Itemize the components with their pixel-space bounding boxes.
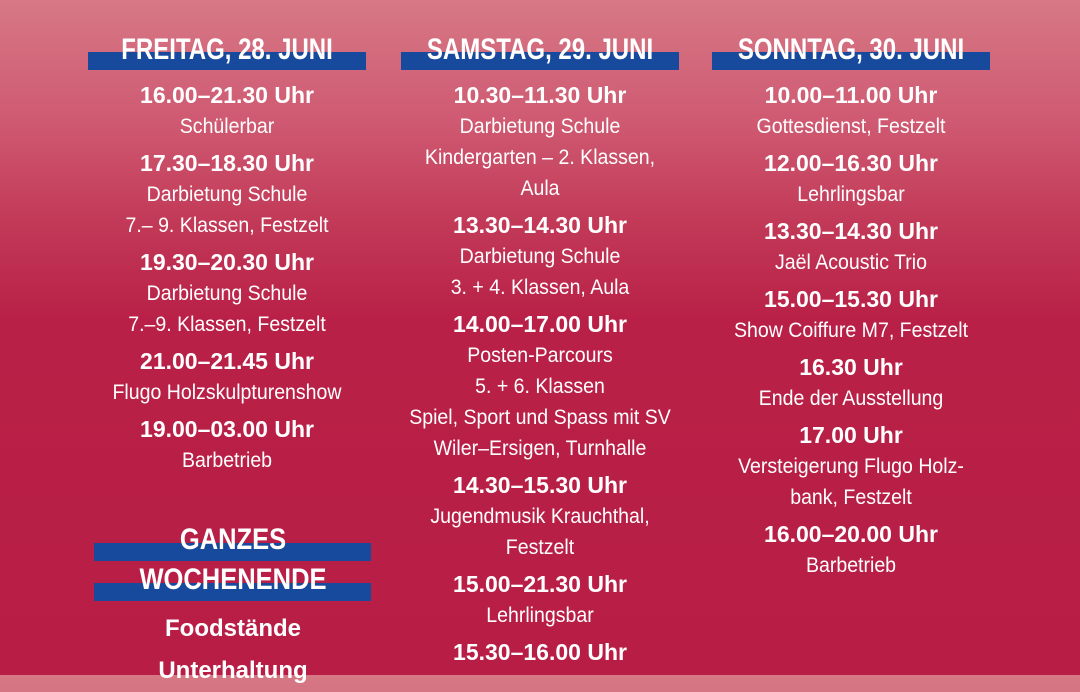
heading-bar [401, 52, 679, 70]
day-heading-block: SAMSTAG, 29. JUNI [380, 30, 700, 74]
schedule-entry: 17.00 Uhr Versteigerung Flugo Holz-bank, … [691, 420, 1011, 513]
schedule-entry: 15.00–21.30 Uhr Lehrlingsbar [380, 569, 700, 631]
schedule-entry: 10.00–11.00 Uhr Gottesdienst, Festzelt [691, 80, 1011, 142]
entry-time: 19.30–20.30 Uhr [140, 249, 314, 275]
day-heading-block: SONNTAG, 30. JUNI [691, 30, 1011, 74]
heading-bar [88, 52, 366, 70]
entry-time: 13.30–14.30 Uhr [764, 218, 938, 244]
entry-description: 5. + 6. Klassen [475, 375, 605, 398]
entry-description: Schülerbar [179, 115, 275, 138]
weekend-section: GANZES WOCHENENDE Foodstände Unterhaltun… [73, 520, 393, 692]
entry-time: 14.00–17.00 Uhr [453, 311, 627, 337]
heading-bar [94, 583, 371, 601]
schedule-entry: 15.00–15.30 Uhr Show Coiffure M7, Festzel… [691, 284, 1011, 346]
entry-description: Spiel, Sport und Spass mit SV [409, 406, 671, 429]
entry-description: Ende der Ausstellung [758, 387, 944, 410]
entry-description: Jugendmusik Krauchthal, [430, 505, 650, 528]
entry-description: bank, Festzelt [790, 486, 912, 509]
schedule-entry: 10.30–11.30 Uhr Darbietung Schule Kinderga… [380, 80, 700, 204]
entry-time: 10.30–11.30 Uhr [453, 82, 627, 108]
entry-time: 14.30–15.30 Uhr [453, 472, 627, 498]
schedule-entry: 16.00–21.30 Uhr Schülerbar [67, 80, 387, 142]
entry-description: Barbetrieb [181, 449, 273, 472]
entry-time: 21.00–21.45 Uhr [140, 348, 314, 374]
entry-description: Versteigerung Flugo Holz- [738, 455, 964, 478]
entry-time: 15.00–21.30 Uhr [453, 571, 627, 597]
entry-description: Show Coiffure M7, Festzelt [733, 319, 969, 342]
entry-description: Darbietung Schule [146, 183, 308, 206]
entry-time: 15.00–15.30 Uhr [764, 286, 938, 312]
schedule-entry: 21.00–21.45 Uhr Flugo Holzskulpturenshow [67, 346, 387, 408]
entry-time: 17.00 Uhr [799, 422, 903, 448]
entry-description: Lehrlingsbar [797, 183, 905, 206]
entry-time: 17.30–18.30 Uhr [140, 150, 314, 176]
schedule-entry: 12.00–16.30 Uhr Lehrlingsbar [691, 148, 1011, 210]
schedule-entry: 13.30–14.30 Uhr Jaël Acoustic Trio [691, 216, 1011, 278]
weekend-heading-line: GANZES [73, 520, 393, 561]
entry-description: Barbetrieb [805, 554, 897, 577]
schedule-entry: 17.30–18.30 Uhr Darbietung Schule 7.– 9. K… [67, 148, 387, 241]
entry-description: 3. + 4. Klassen, Aula [450, 276, 630, 299]
schedule-entry: 15.30–16.00 Uhr [380, 637, 700, 668]
entry-description: Gottesdienst, Festzelt [756, 115, 946, 138]
entry-description: 7.–9. Klassen, Festzelt [128, 313, 326, 336]
schedule-entry: 13.30–14.30 Uhr Darbietung Schule 3. + 4. … [380, 210, 700, 303]
entry-description: Festzelt [505, 536, 575, 559]
entry-description: Posten-Parcours [467, 344, 613, 367]
weekend-heading: GANZES [179, 523, 287, 556]
entry-description: Darbietung Schule [459, 115, 621, 138]
entry-description: Jaël Acoustic Trio [775, 251, 927, 274]
entry-time: 12.00–16.30 Uhr [764, 150, 938, 176]
entry-time: 16.00–21.30 Uhr [140, 82, 314, 108]
entry-time: 10.00–11.00 Uhr [764, 82, 938, 108]
schedule-entry: 16.30 Uhr Ende der Ausstellung [691, 352, 1011, 414]
day-column: SONNTAG, 30. JUNI 10.00–11.00 Uhr Gottesdi… [691, 30, 1011, 581]
entry-time: 16.30 Uhr [799, 354, 903, 380]
day-heading: SONNTAG, 30. JUNI [737, 33, 965, 66]
weekend-heading: WOCHENENDE [139, 563, 327, 596]
schedule-entry: 14.00–17.00 Uhr Posten-Parcours 5. + 6. Kl… [380, 309, 700, 464]
day-heading-block: FREITAG, 28. JUNI [67, 30, 387, 74]
entry-description: Aula [520, 177, 560, 200]
schedule-entry: 19.00–03.00 Uhr Barbetrieb [67, 414, 387, 476]
weekend-item: Unterhaltung [158, 657, 308, 684]
schedule-entry: 14.30–15.30 Uhr Jugendmusik Krauchthal, Fe… [380, 470, 700, 563]
entry-description: Darbietung Schule [146, 282, 308, 305]
schedule-entry: 19.30–20.30 Uhr Darbietung Schule 7.–9. Kl… [67, 247, 387, 340]
entry-description: 7.– 9. Klassen, Festzelt [125, 214, 329, 237]
entry-time: 16.00–20.00 Uhr [764, 521, 938, 547]
entry-description: Wiler–Ersigen, Turnhalle [433, 437, 647, 460]
day-column: SAMSTAG, 29. JUNI 10.30–11.30 Uhr Darbietu… [380, 30, 700, 668]
day-heading: SAMSTAG, 29. JUNI [426, 33, 654, 66]
day-column: FREITAG, 28. JUNI 16.00–21.30 Uhr Schülerb… [67, 30, 387, 476]
schedule-entry: 16.00–20.00 Uhr Barbetrieb [691, 519, 1011, 581]
entry-description: Kindergarten – 2. Klassen, [424, 146, 656, 169]
day-heading: FREITAG, 28. JUNI [121, 33, 333, 66]
entry-description: Darbietung Schule [459, 245, 621, 268]
entry-description: Lehrlingsbar [486, 604, 594, 627]
entry-time: 15.30–16.00 Uhr [453, 639, 627, 665]
entry-time: 19.00–03.00 Uhr [140, 416, 314, 442]
weekend-heading-line: WOCHENENDE [73, 560, 393, 601]
weekend-item: Foodstände [165, 615, 301, 642]
entry-time: 13.30–14.30 Uhr [453, 212, 627, 238]
heading-bar [712, 52, 990, 70]
entry-description: Flugo Holzskulpturenshow [112, 381, 342, 404]
heading-bar [94, 543, 371, 561]
